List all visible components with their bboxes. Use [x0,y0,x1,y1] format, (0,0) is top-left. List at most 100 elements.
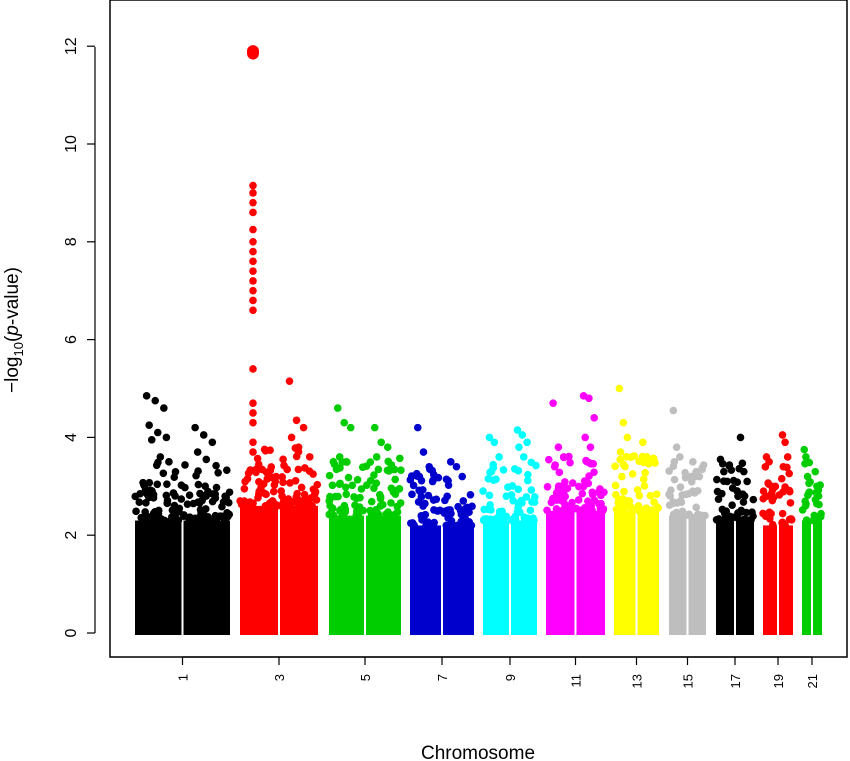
chromosome-9-point [489,460,497,469]
chromosome-13-point [628,470,637,478]
chromosome-18-point [737,508,745,516]
chromosome-3-point [267,473,276,482]
chromosome-21-point [802,516,811,524]
chromosome-4-point [291,477,300,485]
chromosome-8-peak-point [452,462,461,471]
chromosome-5-point [341,483,350,492]
chromosome-19-point [759,487,768,495]
chromosome-4-peak-point [299,423,308,432]
chromosome-6-bulk-points [366,515,401,635]
chromosome-5-point [340,501,349,510]
chromosome-8-point [449,521,458,530]
chromosome-3-point [236,497,244,505]
chromosome-1-point [168,506,177,515]
y-axis-title: −log10(p-value) [2,267,26,393]
chromosome-11-peak-point [549,399,557,407]
chromosome-13-point [612,491,620,499]
chromosome-9-point [480,505,489,514]
chromosome-15-point [665,501,674,509]
chromosome-3-point [262,490,270,499]
y-axis-title-italic: p [2,325,23,337]
chromosome-14-point [634,502,643,510]
chromosome-11-point [566,458,574,467]
chromosome-5-peak-point [333,404,342,412]
chromosome-16-point [692,503,700,512]
chromosome-1-point [153,480,162,489]
chromosome-7-bulk-points [410,525,441,635]
chromosome-21-point [804,489,813,498]
chromosome-1-point [177,495,186,503]
chromosome-5-point [330,460,339,469]
chromosome-12-peak-point [590,414,598,422]
chromosome-3-point [261,502,270,510]
chromosome-6-point [395,485,404,493]
chromosome-7-point [429,496,438,504]
chromosome-17-point [728,501,736,510]
chromosome-3-peak-point [249,208,257,217]
y-axis-title-prefix: −log [2,357,23,393]
chromosome-9-point [479,487,487,495]
chromosome-1-point [132,507,140,516]
chromosome-7-peak-point [419,448,428,456]
chromosome-10-peak-point [519,453,528,461]
chromosome-4-point [284,501,293,510]
chromosome-13-point [611,462,619,471]
chromosome-1-point [163,480,171,488]
chromosome-13-point [628,505,637,514]
chromosome-15-point [678,491,687,499]
chromosome-6-peak-point [383,443,392,451]
chromosome-6-point [393,502,402,511]
chromosome-17-point [718,489,726,498]
chromosome-3-point [260,445,269,454]
chromosome-5-bulk-points [329,515,364,635]
chromosome-3-point [255,487,263,496]
chromosome-9-bulk-points [483,520,509,635]
chromosome-10-point [529,514,537,523]
chromosome-10-point [510,465,519,473]
x-tick-label: 17 [728,674,743,688]
chromosome-4-point [279,497,288,506]
x-tick-label: 11 [569,674,584,688]
chromosome-19-point [768,496,777,505]
chromosome-2-peak-point [199,431,208,439]
chromosome-10-peak-point [518,431,527,439]
chromosome-22-bulk-points [813,520,822,635]
chromosome-6-point [366,506,374,515]
y-tick-label: 8 [63,237,80,246]
chromosome-17-peak-point [720,467,728,476]
chromosome-14-point [652,490,661,499]
chromosome-5-point [336,464,344,472]
chromosome-13-point [618,472,626,481]
x-axis-title: Chromosome [421,743,535,761]
chromosome-9-point [485,491,494,500]
chromosome-22-peak-point [813,482,821,491]
chromosome-12-point [576,506,585,515]
chromosome-6-point [387,465,396,474]
chromosome-5-point [325,471,334,480]
chromosome-4-point [309,485,318,494]
chromosome-8-point [457,510,466,519]
chromosome-13-point [619,505,628,514]
chromosome-18-point [733,478,742,486]
chromosome-6-point [362,481,371,489]
chromosome-10-peak-point [513,426,522,434]
chromosome-9-point [496,515,505,523]
y-tick-label: 12 [63,37,80,55]
chromosome-18-bulk-points [736,520,754,635]
chromosome-10-point [522,493,531,501]
chromosome-20-point [785,469,794,478]
chromosome-12-peak-point [581,433,589,442]
chromosome-13-peak-point [616,448,625,456]
chromosome-4-peak-point [287,433,296,442]
chromosome-12-point [583,506,591,515]
x-tick-label: 7 [435,674,450,681]
chromosome-1-point [145,478,154,487]
chromosome-10-point [530,498,539,506]
chromosome-5-point [329,504,337,513]
chromosome-14-point [635,491,644,500]
chromosome-10-point [507,491,516,499]
chromosome-3-peak-point [249,448,257,456]
chromosome-15-point [678,507,687,516]
chromosome-6-point [379,500,387,509]
chromosome-14-bulk-points [637,510,659,635]
